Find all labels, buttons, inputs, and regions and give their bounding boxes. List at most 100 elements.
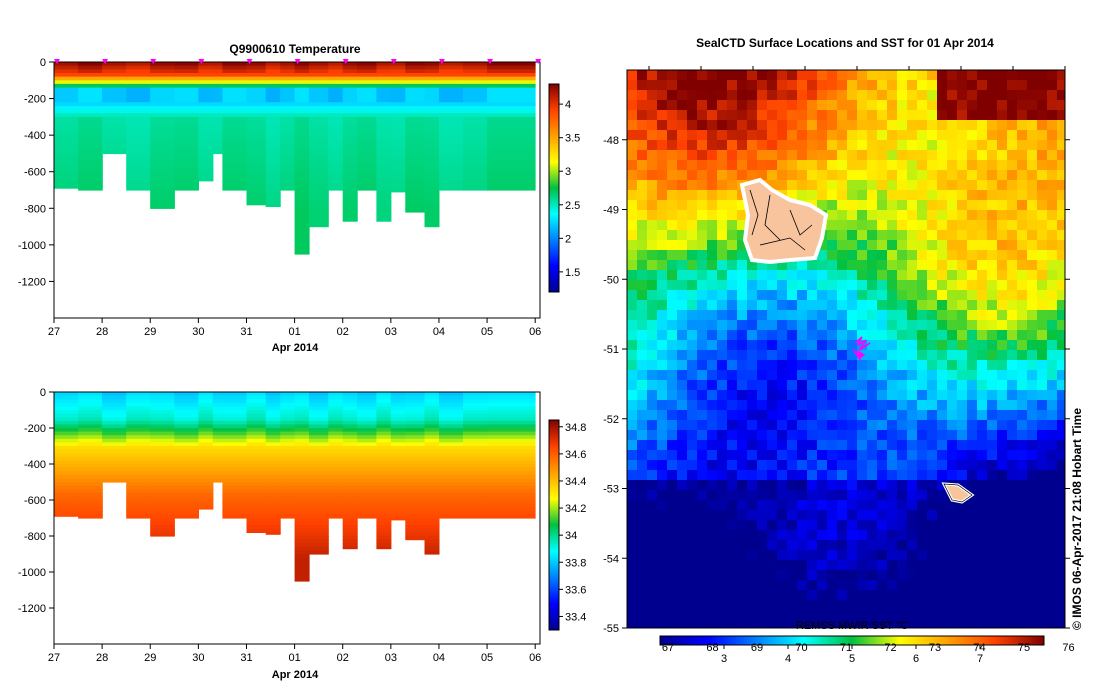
section-cell	[328, 399, 344, 404]
section-cell	[265, 507, 281, 512]
section-cell	[126, 127, 151, 133]
section-cell	[405, 406, 426, 411]
section-cell	[280, 83, 296, 89]
sst-cell	[797, 120, 808, 131]
section-cell	[294, 135, 310, 140]
sst-cell	[657, 290, 668, 301]
sst-cell	[667, 620, 678, 628]
section-cell	[198, 446, 214, 451]
sst-cell	[957, 130, 968, 141]
section-cell	[54, 142, 79, 147]
sst-cell	[947, 80, 958, 91]
section-cell	[174, 496, 199, 501]
y-tick-label: -800	[24, 531, 46, 543]
section-cell	[405, 521, 426, 526]
sst-cell	[647, 240, 658, 251]
sst-cell	[777, 170, 788, 181]
sst-cell	[917, 460, 928, 471]
section-cell	[309, 507, 329, 512]
section-cell	[174, 175, 199, 180]
sst-cell	[827, 450, 838, 461]
sst-cell	[637, 600, 648, 611]
section-cell	[280, 402, 296, 407]
sst-cell	[687, 310, 698, 321]
sst-cell	[907, 150, 918, 161]
section-cell	[439, 102, 464, 107]
section-cell	[376, 76, 392, 81]
sst-cell	[757, 360, 768, 371]
sst-cell	[1047, 250, 1058, 261]
sst-cell	[937, 160, 948, 171]
sst-cell	[727, 250, 738, 261]
sst-cell	[937, 590, 948, 601]
sst-cell	[757, 550, 768, 561]
section-cell	[198, 175, 214, 180]
section-cell	[439, 435, 464, 440]
sst-cell	[647, 600, 658, 611]
section-cell	[424, 76, 440, 81]
sst-cell	[897, 290, 908, 301]
sst-cell	[917, 160, 928, 171]
section-cell	[294, 201, 310, 206]
sst-cell	[777, 390, 788, 401]
section-cell	[280, 135, 296, 140]
sst-cell	[1007, 390, 1018, 401]
section-cell	[328, 453, 344, 458]
sst-cell	[667, 250, 678, 261]
section-cell	[342, 179, 358, 184]
section-cell	[150, 69, 175, 74]
sst-cell	[927, 410, 938, 421]
sst-cell	[927, 230, 938, 241]
sst-cell	[657, 560, 668, 571]
sst-cell	[737, 80, 748, 91]
section-cell	[126, 146, 151, 151]
sst-cell	[977, 540, 988, 551]
sst-cell	[1017, 70, 1028, 81]
section-cell	[390, 410, 406, 415]
section-cell	[150, 478, 175, 483]
section-cell	[463, 157, 488, 162]
sst-cell	[977, 600, 988, 611]
section-cell	[439, 157, 464, 162]
sst-cell	[857, 440, 868, 451]
section-cell	[309, 105, 329, 111]
section-cell	[126, 471, 151, 476]
sst-cell	[697, 230, 708, 241]
sst-cell	[717, 430, 728, 441]
sst-cell	[797, 270, 808, 281]
sst-cell	[747, 300, 758, 311]
section-cell	[439, 113, 464, 118]
section-cell	[405, 503, 426, 508]
sst-cell	[1057, 360, 1065, 371]
sst-cell	[657, 240, 668, 251]
section-cell	[54, 124, 79, 129]
section-cell	[78, 464, 103, 469]
colorbar-top-tick-label: 67	[662, 642, 674, 654]
sst-cell	[687, 610, 698, 621]
section-cell	[222, 514, 248, 519]
sst-cell	[827, 600, 838, 611]
section-cell	[126, 482, 151, 487]
section-cell	[463, 399, 488, 404]
sst-cell	[1047, 580, 1058, 591]
sst-cell	[727, 100, 738, 111]
section-cell	[463, 492, 488, 497]
sst-cell	[887, 440, 898, 451]
section-cell	[376, 467, 392, 472]
section-cell	[126, 467, 151, 472]
section-cell	[439, 507, 464, 512]
sst-cell	[707, 130, 718, 141]
sst-cell	[887, 70, 898, 81]
sst-cell	[997, 230, 1008, 241]
sst-cell	[847, 320, 858, 331]
sst-cell	[867, 360, 878, 371]
sst-cell	[897, 160, 908, 171]
section-cell	[405, 410, 426, 415]
sst-cell	[977, 520, 988, 531]
sst-cell	[827, 520, 838, 531]
sst-cell	[1037, 390, 1048, 401]
sst-cell	[917, 410, 928, 421]
section-cell	[463, 478, 488, 483]
section-cell	[102, 87, 127, 92]
section-cell	[424, 525, 440, 530]
